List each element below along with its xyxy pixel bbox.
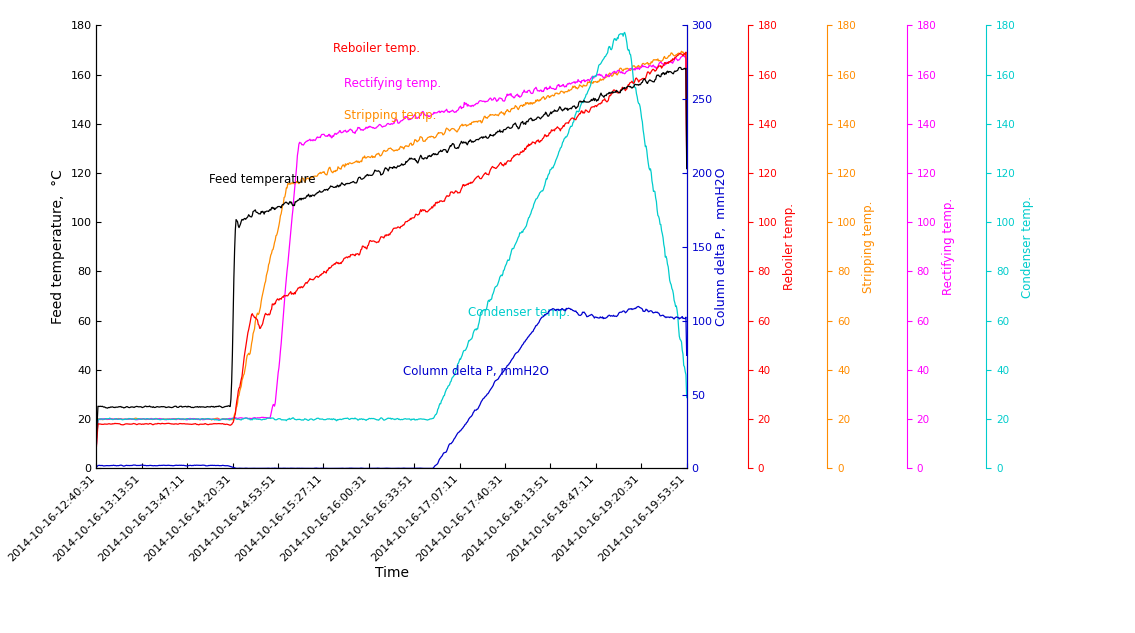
Y-axis label: Column delta P,  mmH2O: Column delta P, mmH2O: [715, 168, 729, 326]
Y-axis label: Condenser temp.: Condenser temp.: [1022, 196, 1034, 298]
Y-axis label: Rectifying temp.: Rectifying temp.: [942, 198, 955, 296]
Text: Condenser temp.: Condenser temp.: [469, 306, 570, 319]
Y-axis label: Feed temperature,  °C: Feed temperature, °C: [51, 170, 65, 324]
Text: Feed temperature: Feed temperature: [209, 173, 316, 186]
Y-axis label: Reboiler temp.: Reboiler temp.: [783, 203, 796, 291]
Y-axis label: Stripping temp.: Stripping temp.: [863, 201, 875, 293]
Text: Reboiler temp.: Reboiler temp.: [333, 42, 420, 56]
Text: Rectifying temp.: Rectifying temp.: [344, 77, 442, 90]
X-axis label: Time: Time: [375, 567, 409, 580]
Text: Stripping temp.: Stripping temp.: [344, 109, 437, 122]
Text: Column delta P, mmH2O: Column delta P, mmH2O: [403, 365, 549, 378]
